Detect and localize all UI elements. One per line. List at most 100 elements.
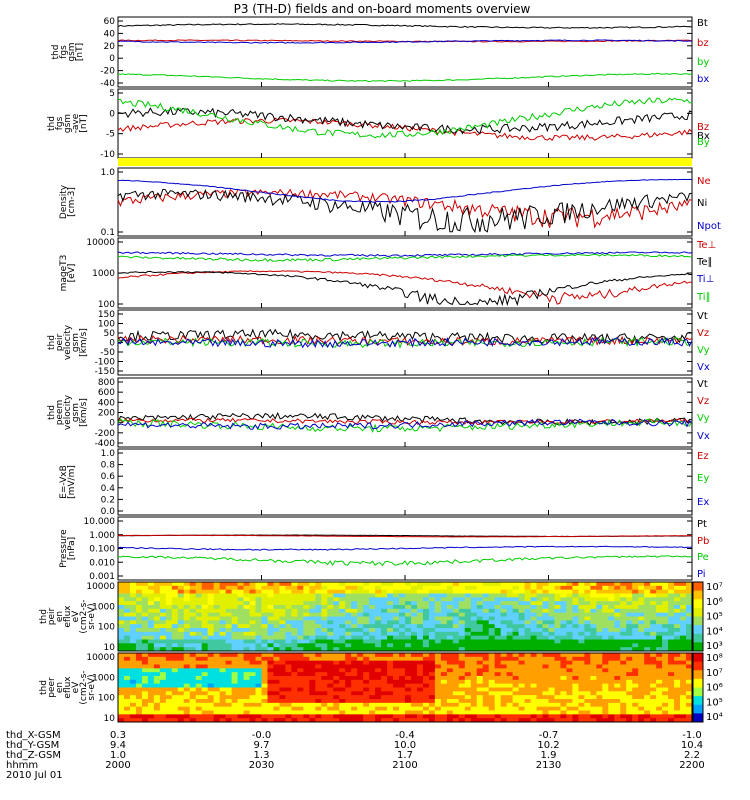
spectrogram-cell xyxy=(303,647,310,652)
spectrogram-cell xyxy=(225,601,233,606)
spectrogram-cell xyxy=(333,714,340,719)
series-line-Bz xyxy=(117,117,693,141)
spectrogram-cell xyxy=(458,660,466,665)
spectrogram-cell xyxy=(422,687,430,692)
spectrogram-cell xyxy=(297,702,304,708)
spectrogram-cell xyxy=(183,612,191,617)
spectrogram-cell xyxy=(321,631,328,637)
spectrogram-cell xyxy=(393,589,400,594)
spectrogram-cell xyxy=(237,691,245,696)
spectrogram-cell xyxy=(644,687,651,692)
spectrogram-cell xyxy=(416,589,424,594)
spectrogram-cell xyxy=(488,679,496,685)
spectrogram-cell xyxy=(291,676,298,681)
spectrogram-cell xyxy=(339,593,346,598)
spectrogram-cell xyxy=(620,691,627,696)
spectrogram-cell xyxy=(620,624,627,629)
spectrogram-cell xyxy=(518,605,526,610)
spectrogram-cell xyxy=(470,628,478,633)
spectrogram-cell xyxy=(548,710,555,715)
spectrogram-cell xyxy=(399,668,406,673)
spectrogram-cell xyxy=(434,699,442,704)
spectrogram-cell xyxy=(147,660,155,665)
spectrogram-cell xyxy=(440,691,448,696)
spectrogram-cell xyxy=(656,620,663,625)
spectrogram-cell xyxy=(512,631,520,637)
spectrogram-cell xyxy=(243,589,251,594)
spectrogram-cell xyxy=(524,597,532,602)
spectrogram-cell xyxy=(123,616,131,621)
spectrogram-cell xyxy=(357,643,364,648)
series-line-By xyxy=(117,97,693,139)
spectrogram-cell xyxy=(548,608,555,614)
spectrogram-cell xyxy=(381,628,388,633)
spectrogram-cell xyxy=(638,605,645,610)
spectrogram-cell xyxy=(488,695,496,700)
spectrogram-cell xyxy=(590,710,597,715)
spectrogram-cell xyxy=(207,672,215,677)
spectrogram-cell xyxy=(458,601,466,606)
spectrogram-cell xyxy=(118,616,125,621)
spectrogram-cell xyxy=(399,695,406,700)
spectrogram-cell xyxy=(297,718,304,723)
spectrogram-cell xyxy=(375,643,382,648)
spectrogram-cell xyxy=(584,668,591,673)
spectrogram-cell xyxy=(656,597,663,602)
spectrogram-cell xyxy=(201,616,209,621)
spectrogram-cell xyxy=(153,714,161,719)
spectrogram-cell xyxy=(291,695,298,700)
spectrogram-cell xyxy=(375,628,382,633)
spectrogram-cell xyxy=(189,695,197,700)
spectrogram-cell xyxy=(231,624,239,629)
spectrogram-cell xyxy=(590,664,597,669)
spectrogram-cell xyxy=(345,702,352,708)
spectrogram-cell xyxy=(225,616,233,621)
spectrogram-cell xyxy=(476,668,484,673)
spectrogram-cell xyxy=(375,601,382,606)
spectrogram-cell xyxy=(530,647,538,652)
spectrogram-cell xyxy=(243,691,251,696)
spectrogram-cell xyxy=(213,714,221,719)
spectrogram-cell xyxy=(291,612,298,617)
spectrogram-cell xyxy=(680,668,687,673)
spectrogram-cell xyxy=(327,620,334,625)
spectrogram-cell xyxy=(195,643,203,648)
spectrogram-cell xyxy=(614,647,621,652)
spectrogram-cell xyxy=(644,593,651,598)
spectrogram-cell xyxy=(440,624,448,629)
spectrogram-cell xyxy=(129,660,137,665)
spectrogram-cell xyxy=(686,668,693,673)
spectrogram-cell xyxy=(644,612,651,617)
spectrogram-cell xyxy=(608,683,615,688)
spectrogram-cell xyxy=(566,593,573,598)
legend-Ez: Ez xyxy=(697,451,709,462)
spectrogram-cell xyxy=(662,706,669,711)
spectrogram-cell xyxy=(662,683,669,688)
spectrogram-cell xyxy=(416,597,424,602)
spectrogram-cell xyxy=(118,699,125,704)
spectrogram-cell xyxy=(171,718,179,723)
spectrogram-cell xyxy=(315,653,322,658)
spectrogram-cell xyxy=(195,664,203,669)
spectrogram-cell xyxy=(219,656,227,662)
spectrogram-cell xyxy=(602,718,609,723)
spectrogram-cell xyxy=(464,589,472,594)
spectrogram-cell xyxy=(231,635,239,640)
spectrogram-cell xyxy=(315,683,322,688)
spectrogram-cell xyxy=(231,702,239,708)
spectrogram-cell xyxy=(357,702,364,708)
spectrogram-cell xyxy=(434,593,442,598)
spectrogram-cell xyxy=(153,608,161,614)
spectrogram-cell xyxy=(476,656,484,662)
spectrogram-cell xyxy=(183,668,191,673)
spectrogram-cell xyxy=(129,699,137,704)
spectrogram-cell xyxy=(548,687,555,692)
spectrogram-cell xyxy=(201,601,209,606)
spectrogram-cell xyxy=(333,668,340,673)
colorbar-tick-label: 10⁸ xyxy=(706,653,723,664)
spectrogram-cell xyxy=(231,687,239,692)
spectrogram-cell xyxy=(494,589,502,594)
spectrogram-cell xyxy=(542,687,549,692)
spectrogram-cell xyxy=(165,620,173,625)
spectrogram-cell xyxy=(165,702,173,708)
